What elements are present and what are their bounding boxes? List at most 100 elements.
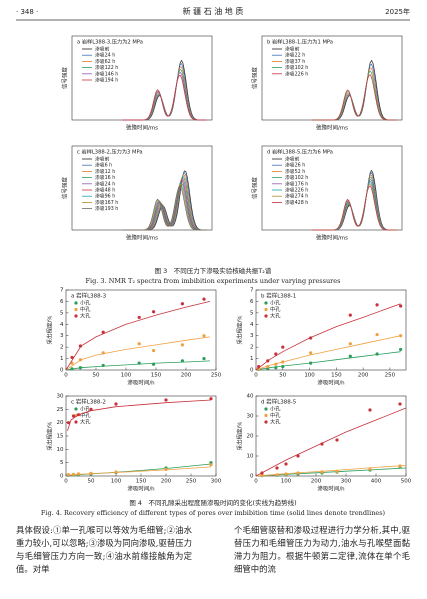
plot-frame [255, 289, 407, 371]
data-point [281, 345, 285, 349]
data-point [320, 442, 324, 446]
y-tick-label: 0 [60, 368, 64, 374]
y-tick-label: 3 [250, 333, 254, 339]
caption-cn: 图 4 不同孔隙采出程度随渗吸时间的变化(实线为趋势线) [129, 498, 296, 507]
data-point [78, 344, 82, 348]
panel-title: c 岩样L388-2 [71, 398, 106, 406]
caption-cn: 图 3 不同压力下渗吸实验核磁共振T₂谱 [155, 266, 272, 275]
data-point [70, 367, 74, 371]
legend-swatch [74, 301, 78, 305]
data-point [284, 462, 288, 466]
panel-title: a 岩样L388-3 [71, 292, 107, 300]
data-point [66, 421, 71, 425]
data-point [202, 334, 206, 338]
axis-label: 信号强度 [251, 67, 259, 90]
data-point [137, 361, 141, 365]
x-tick-label: 300 [341, 479, 352, 485]
legend-label: 大孔 [270, 418, 281, 426]
data-point [137, 315, 141, 320]
data-point [281, 364, 285, 369]
trendline [255, 465, 407, 477]
legend-label: 渗吸226 h [285, 70, 308, 77]
y-tick-label: 6 [60, 299, 64, 305]
y-tick-label: 4 [60, 322, 64, 328]
legend-swatch [264, 420, 268, 424]
x-tick-label: 0 [64, 373, 68, 379]
y-tick-label: 10 [247, 454, 254, 460]
data-point [114, 470, 118, 474]
legend-label: 渗吸24 h [95, 180, 115, 187]
year: 2025年 [385, 7, 410, 16]
y-tick-label: 3 [60, 333, 64, 339]
data-point [266, 367, 270, 371]
x-tick-label: 100 [111, 479, 122, 485]
data-point [309, 336, 313, 340]
legend-label: 渗吸194 h [95, 77, 118, 84]
y-tick-label: 7 [250, 288, 254, 294]
legend-label: 中孔 [270, 305, 281, 313]
y-tick-label: 2 [250, 345, 254, 351]
x-tick-label: 300 [211, 479, 222, 485]
x-tick-label: 250 [211, 373, 222, 379]
axis-label: 渗吸时间/h [317, 485, 345, 493]
data-point [296, 471, 300, 475]
legend-swatch [74, 407, 78, 411]
data-point [375, 303, 379, 307]
data-point [202, 297, 206, 301]
data-point [275, 466, 279, 470]
legend-label: 大孔 [80, 418, 91, 426]
journal-name: 新 疆 石 油 地 质 [183, 6, 244, 16]
legend-label: 渗吸226 h [285, 187, 308, 194]
legend-swatch [74, 307, 78, 312]
legend-label: 渗吸102 h [285, 174, 308, 181]
y-tick-label: 30 [247, 414, 254, 420]
y-tick-label: 0 [60, 474, 64, 480]
spectrum-curve [312, 178, 397, 231]
legend-label: 小孔 [270, 299, 281, 307]
x-tick-label: 250 [385, 373, 396, 379]
plot-frame [65, 289, 217, 371]
legend-label: 中孔 [80, 411, 91, 419]
data-point [164, 398, 168, 402]
y-tick-label: 6 [250, 299, 254, 305]
x-tick-label: 0 [64, 479, 68, 485]
data-point [76, 472, 81, 476]
data-point [309, 361, 313, 365]
data-point [180, 359, 184, 363]
legend-label: 渗吸24 h [95, 52, 115, 59]
axis-label: 信号强度 [61, 67, 69, 90]
data-point [284, 472, 288, 476]
legend-label: 渗吸167 h [95, 199, 118, 206]
legend-label: 小孔 [80, 299, 91, 307]
data-point [296, 454, 300, 458]
trendline [255, 407, 407, 477]
data-point [335, 438, 339, 442]
data-point [399, 304, 403, 308]
axis-label: 渗吸时间/h [317, 379, 345, 387]
legend-label: 中孔 [270, 411, 281, 419]
data-point [70, 355, 74, 360]
legend-label: 渗吸52 h [285, 168, 305, 175]
x-tick-label: 0 [254, 373, 258, 379]
axis-label: 采出程度/% [46, 421, 54, 450]
data-point [209, 463, 213, 467]
data-point [137, 342, 141, 346]
legend-label: 渗吸12 h [95, 168, 115, 175]
y-tick-label: 4 [250, 322, 254, 328]
x-tick-label: 400 [371, 479, 382, 485]
legend-label: 渗吸96 h [95, 193, 115, 200]
trendline [255, 335, 401, 371]
y-tick-label: 20 [247, 434, 254, 440]
data-point [348, 313, 352, 317]
legend-label: 渗吸16 h [95, 174, 115, 181]
legend-label: 渗吸6 h [95, 162, 112, 169]
spectrum-curve [312, 70, 397, 121]
legend-label: 渗吸122 h [95, 64, 118, 71]
axis-label: 弛豫时间/ms [126, 234, 158, 242]
legend-label: 渗吸前 [95, 156, 110, 163]
data-point [348, 342, 352, 346]
x-tick-label: 200 [161, 479, 172, 485]
spectrum-curve [312, 180, 397, 231]
